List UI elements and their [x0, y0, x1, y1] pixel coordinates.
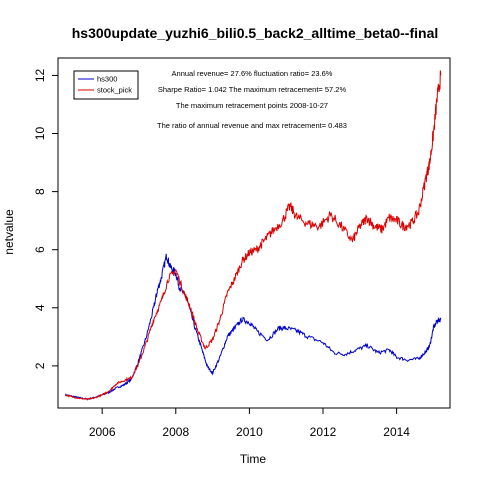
annotation-1: Annual revenue= 27.6% fluctuation ratio=…: [172, 69, 333, 78]
x-tick-label: 2012: [310, 425, 337, 439]
y-tick-label: 10: [33, 127, 47, 141]
legend-label-stock-pick: stock_pick: [97, 86, 132, 95]
series-line-hs300: [64, 253, 442, 401]
x-axis-label: Time: [240, 452, 267, 466]
series-line-stock-pick: [65, 70, 442, 401]
y-tick-label: 2: [33, 362, 47, 369]
legend-label-hs300: hs300: [97, 75, 117, 84]
y-tick-label: 12: [33, 68, 47, 82]
annotation-3: The maximum retracement points 2008-10-2…: [176, 101, 328, 110]
x-tick-label: 2014: [383, 425, 410, 439]
legend-box: [73, 70, 139, 100]
plot-frame: [57, 57, 451, 409]
x-tick-label: 2008: [162, 425, 189, 439]
x-tick-label: 2006: [89, 425, 116, 439]
x-tick-label: 2010: [236, 425, 263, 439]
chart-title: hs300update_yuzhi6_bili0.5_back2_alltime…: [72, 25, 439, 41]
y-tick-label: 8: [33, 188, 47, 195]
y-axis-label: netvalue: [2, 209, 16, 255]
annotation-4: The ratio of annual revenue and max retr…: [157, 121, 347, 130]
y-tick-label: 4: [33, 304, 47, 311]
y-tick-label: 6: [33, 246, 47, 253]
annotation-2: Sharpe Ratio= 1.042 The maximum retracem…: [158, 85, 347, 94]
